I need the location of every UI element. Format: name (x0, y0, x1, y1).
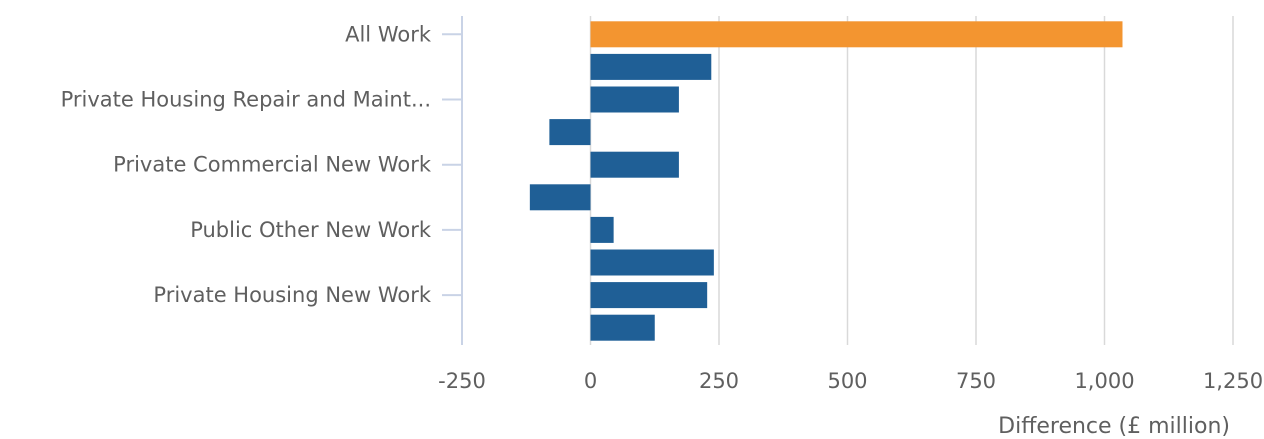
x-tick-label-3: 500 (827, 369, 867, 393)
bar-8 (590, 282, 708, 309)
x-tick-label-5: 1,000 (1074, 369, 1134, 393)
category-label-3: Public Other New Work (190, 218, 432, 242)
bar-3 (549, 119, 591, 146)
bar-9 (590, 314, 655, 341)
category-label-4: Private Housing New Work (153, 283, 431, 307)
y-axis-ticks: All Work Private Housing Repair and Maint… (61, 22, 462, 307)
bar-4 (590, 151, 679, 178)
x-tick-label-4: 750 (956, 369, 996, 393)
category-label-0: All Work (345, 22, 432, 46)
bar-1 (590, 53, 712, 80)
bars (529, 21, 1123, 341)
x-axis-tick-labels: -250 0 250 500 750 1,000 1,250 (438, 369, 1263, 393)
bar-6 (590, 216, 614, 243)
bar-2 (590, 86, 679, 113)
bar-5 (529, 184, 591, 211)
x-axis-title: Difference (£ million) (998, 414, 1230, 439)
bar-7 (590, 249, 714, 276)
x-tick-label-2: 250 (699, 369, 739, 393)
x-tick-label-6: 1,250 (1203, 369, 1263, 393)
category-label-2: Private Commercial New Work (113, 153, 432, 177)
x-tick-label-1: 0 (584, 369, 597, 393)
x-tick-label-0: -250 (438, 369, 486, 393)
category-label-1: Private Housing Repair and Maint... (61, 88, 431, 112)
bar-0 (590, 21, 1123, 48)
